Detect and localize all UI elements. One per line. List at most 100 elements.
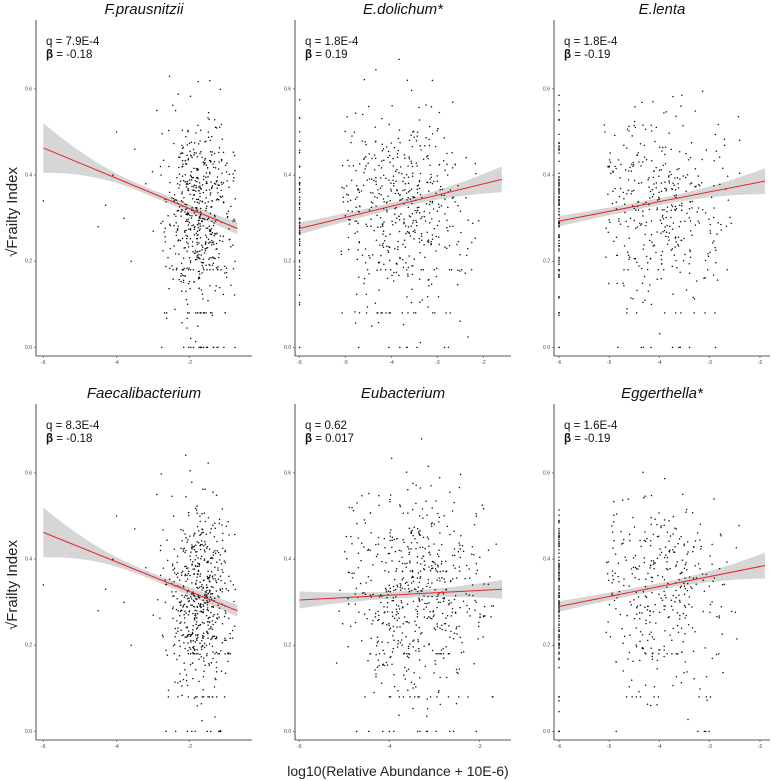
data-point [678,167,680,170]
data-point [199,610,201,613]
data-point [208,696,211,698]
data-point [201,156,203,159]
data-point [190,604,192,606]
data-point [676,168,678,171]
data-point [200,646,203,648]
data-point [415,588,417,591]
data-point [472,594,474,597]
data-point [436,606,438,609]
data-point [634,257,637,260]
data-point [658,649,660,651]
data-point [357,567,360,569]
data-point [411,202,413,205]
data-point [558,175,560,178]
data-point [417,586,419,589]
data-point [412,580,415,583]
data-point [184,636,186,638]
data-point [177,240,179,242]
data-point [718,567,721,570]
q-value-label: q = 8.3E-4 [46,420,100,432]
data-point [665,567,668,570]
data-point [421,546,424,548]
beta-value: = 0.19 [312,49,348,61]
data-point [186,317,188,320]
data-point [626,614,628,617]
data-point [668,132,670,134]
data-point [709,251,711,254]
data-point [558,589,560,591]
data-point [445,645,447,648]
data-point [202,267,205,269]
data-point [214,566,216,568]
data-point [205,644,208,647]
data-point [459,254,461,256]
data-point [298,269,301,272]
data-point [181,165,184,168]
data-point [435,275,438,278]
data-point [618,218,620,220]
data-point [688,272,691,274]
data-point [558,542,560,545]
data-point [431,522,433,524]
data-point [367,659,369,662]
data-point [399,194,401,196]
data-point [391,651,394,653]
data-point [616,282,618,285]
data-point [225,271,228,274]
data-point [215,696,218,698]
y-tick-label: 0.6 [25,86,32,92]
q-value-label: q = 1.6E-4 [564,420,618,432]
data-point [417,640,420,643]
data-point [188,597,190,599]
data-point [212,615,214,617]
data-point [221,172,223,175]
data-point [202,488,204,490]
data-point [459,606,461,609]
data-point [199,624,201,626]
data-point [209,194,212,196]
data-point [435,192,437,194]
data-point [694,630,696,633]
beta-value: = 0.017 [312,433,354,445]
data-point [673,195,676,197]
data-point [679,614,681,617]
data-point [615,201,618,204]
data-point [372,192,374,194]
data-point [433,561,435,564]
data-point [416,192,419,194]
data-point [423,210,425,213]
data-point [643,539,646,542]
data-point [492,605,495,607]
data-point [396,168,398,171]
data-point [223,346,225,349]
data-point [632,165,634,167]
data-point [200,585,203,588]
data-point [206,575,209,578]
data-point [389,498,391,501]
data-point [650,576,653,578]
data-point [211,135,213,138]
data-point [348,223,351,225]
data-point [403,616,406,618]
data-point [417,639,419,641]
data-point [360,559,362,562]
data-point [696,730,699,733]
confidence-band [43,123,238,235]
data-point [347,210,349,212]
data-point [678,579,680,581]
data-point [558,146,560,148]
data-point [218,596,220,598]
data-point [404,183,407,185]
data-point [226,162,228,164]
data-point [558,245,560,247]
data-point [187,187,189,190]
data-point [189,559,192,561]
data-point [209,139,212,142]
data-point [679,346,682,349]
data-point [691,207,693,209]
data-point [193,189,195,192]
data-point [358,163,361,165]
x-tick-label: -3 [707,744,712,750]
data-point [212,269,214,271]
data-point [423,608,425,611]
